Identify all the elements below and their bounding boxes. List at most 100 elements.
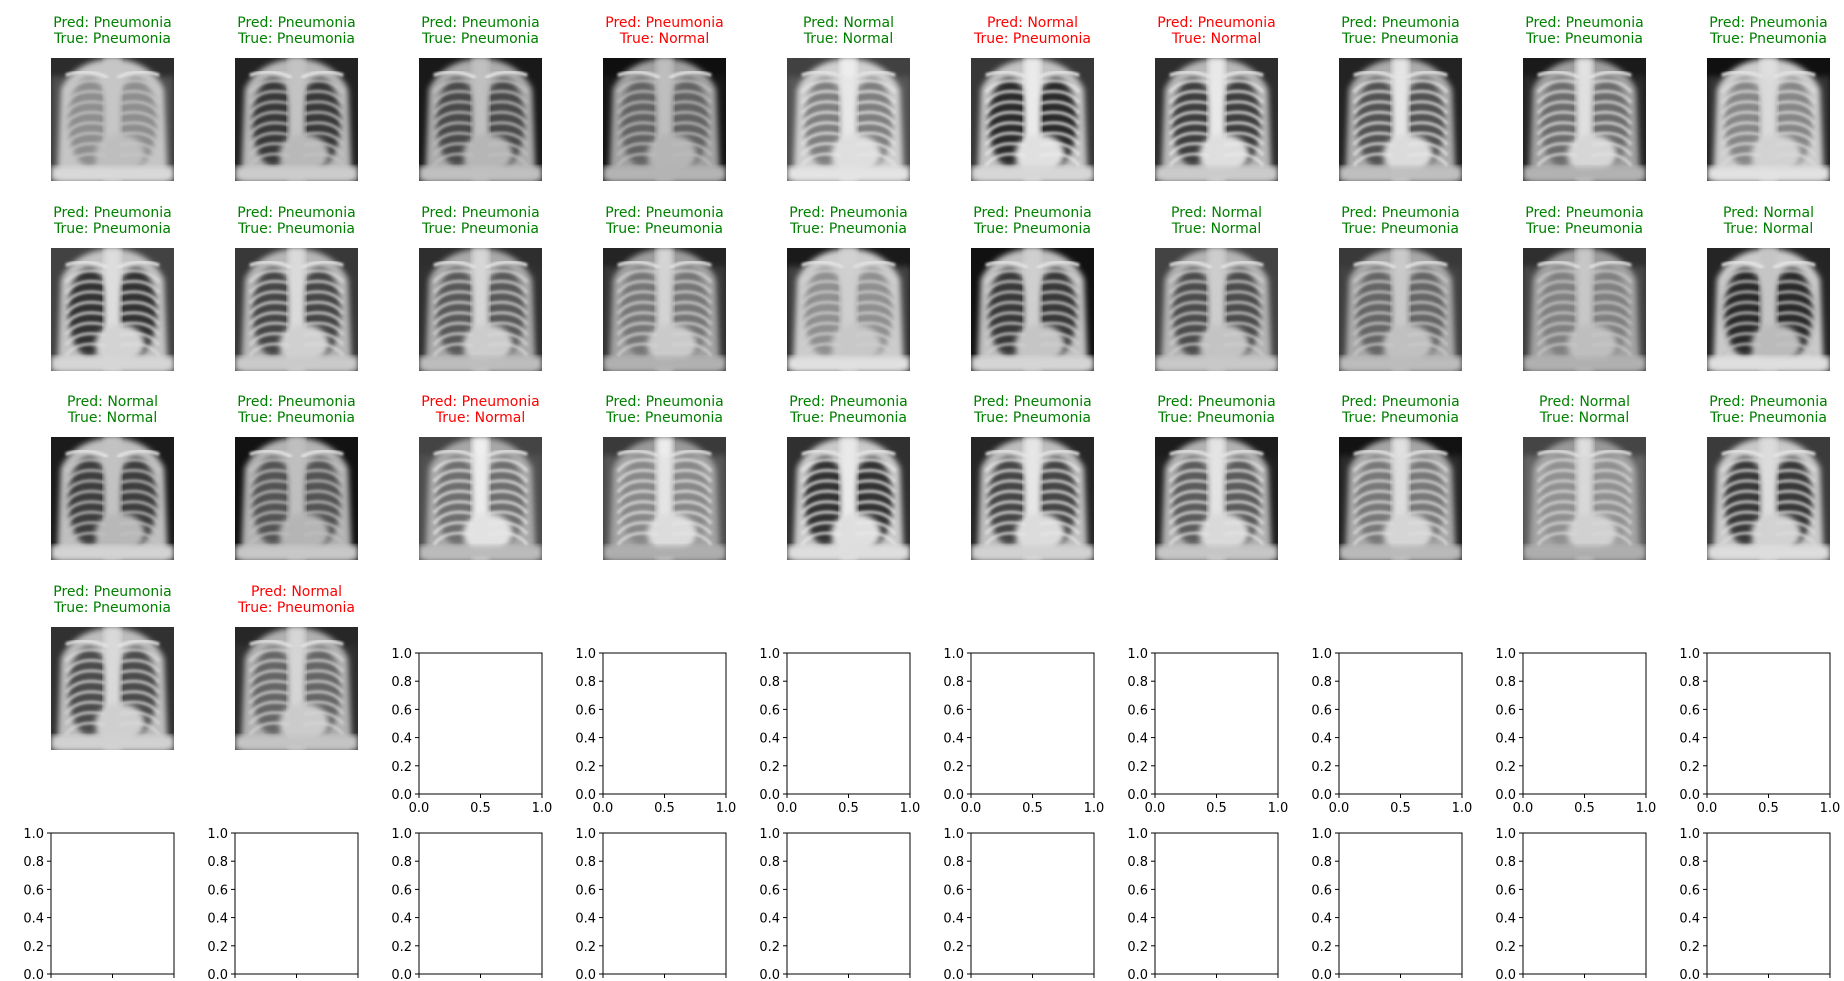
empty-axes: 0.00.51.00.00.20.40.60.81.0 [1127, 827, 1279, 981]
x-tick-label: 1.0 [1452, 801, 1473, 816]
true-label: True: Pneumonia [237, 600, 355, 616]
true-label: True: Pneumonia [53, 221, 171, 237]
true-label: True: Normal [1723, 221, 1814, 237]
y-tick-label: 0.0 [1495, 788, 1516, 803]
y-tick-label: 0.4 [1127, 732, 1148, 747]
y-tick-label: 0.0 [759, 968, 780, 981]
empty-axes: 0.00.51.00.00.20.40.60.81.0 [1311, 827, 1463, 981]
x-tick-label: 1.0 [1268, 801, 1289, 816]
y-tick-label: 0.4 [759, 732, 780, 747]
y-tick-label: 0.2 [1127, 940, 1148, 955]
y-tick-label: 0.8 [943, 855, 964, 870]
y-tick-label: 0.6 [575, 883, 596, 898]
true-label: True: Normal [803, 31, 894, 47]
y-tick-label: 0.0 [23, 968, 44, 981]
axes-frame [234, 832, 359, 975]
y-tick-label: 0.2 [391, 760, 412, 775]
x-tick-label: 0.0 [1513, 801, 1534, 816]
true-label: True: Normal [67, 410, 158, 426]
y-tick-label: 0.2 [1495, 760, 1516, 775]
true-label: True: Pneumonia [973, 221, 1091, 237]
pred-label: Pred: Pneumonia [1341, 15, 1459, 31]
y-tick-label: 1.0 [1127, 827, 1148, 842]
x-tick-label: 1.0 [1820, 801, 1841, 816]
y-tick-label: 0.2 [759, 940, 780, 955]
y-tick-label: 0.0 [1311, 788, 1332, 803]
y-tick-label: 0.4 [1311, 912, 1332, 927]
axes-frame [1706, 832, 1831, 975]
y-tick-label: 0.4 [943, 732, 964, 747]
y-tick-label: 1.0 [1495, 827, 1516, 842]
x-tick-label: 0.5 [1206, 801, 1227, 816]
y-tick-label: 0.4 [1495, 732, 1516, 747]
y-tick-label: 0.6 [391, 883, 412, 898]
y-tick-label: 1.0 [759, 647, 780, 662]
x-tick-label: 0.5 [1758, 801, 1779, 816]
y-tick-label: 0.6 [1679, 703, 1700, 718]
true-label: True: Pneumonia [1341, 221, 1459, 237]
y-tick-label: 0.2 [1127, 760, 1148, 775]
y-tick-label: 1.0 [1679, 647, 1700, 662]
pred-label: Pred: Pneumonia [1709, 15, 1827, 31]
y-tick-label: 1.0 [1127, 647, 1148, 662]
y-tick-label: 0.0 [1679, 788, 1700, 803]
true-label: True: Pneumonia [53, 600, 171, 616]
pred-label: Pred: Normal [1171, 205, 1262, 221]
true-label: True: Pneumonia [789, 410, 907, 426]
axes-frame [1522, 652, 1647, 795]
pred-label: Pred: Pneumonia [421, 394, 539, 410]
x-tick-label: 0.5 [1022, 801, 1043, 816]
y-tick-label: 0.8 [23, 855, 44, 870]
y-tick-label: 0.4 [1127, 912, 1148, 927]
y-tick-label: 1.0 [391, 827, 412, 842]
axes-frame [602, 652, 727, 795]
pred-label: Pred: Normal [803, 15, 894, 31]
x-tick-label: 0.0 [409, 801, 430, 816]
y-tick-label: 0.0 [1311, 968, 1332, 981]
y-tick-label: 1.0 [1495, 647, 1516, 662]
true-label: True: Pneumonia [973, 31, 1091, 47]
y-tick-label: 0.8 [759, 855, 780, 870]
y-tick-label: 1.0 [1679, 827, 1700, 842]
pred-label: Pred: Pneumonia [973, 205, 1091, 221]
y-tick-label: 0.8 [943, 675, 964, 690]
x-tick-label: 1.0 [716, 801, 737, 816]
axes-frame [1338, 652, 1463, 795]
true-label: True: Normal [619, 31, 710, 47]
axes-frame [418, 652, 543, 795]
y-tick-label: 0.8 [1495, 675, 1516, 690]
y-tick-label: 0.4 [575, 732, 596, 747]
y-tick-label: 0.2 [1679, 760, 1700, 775]
y-tick-label: 0.2 [759, 760, 780, 775]
axes-frame [1706, 652, 1831, 795]
y-tick-label: 0.4 [1311, 732, 1332, 747]
pred-label: Pred: Pneumonia [1709, 394, 1827, 410]
axes-frame [970, 832, 1095, 975]
x-tick-label: 0.5 [838, 801, 859, 816]
empty-axes: 0.00.51.00.00.20.40.60.81.0 [1679, 827, 1831, 981]
true-label: True: Pneumonia [605, 221, 723, 237]
pred-label: Pred: Pneumonia [605, 15, 723, 31]
y-tick-label: 0.6 [207, 883, 228, 898]
pred-label: Pred: Pneumonia [605, 205, 723, 221]
y-tick-label: 0.8 [1679, 675, 1700, 690]
true-label: True: Pneumonia [1341, 31, 1459, 47]
axes-frame [1154, 652, 1279, 795]
empty-axes: 0.00.51.00.00.20.40.60.81.0 [207, 827, 359, 981]
y-tick-label: 0.0 [1127, 968, 1148, 981]
